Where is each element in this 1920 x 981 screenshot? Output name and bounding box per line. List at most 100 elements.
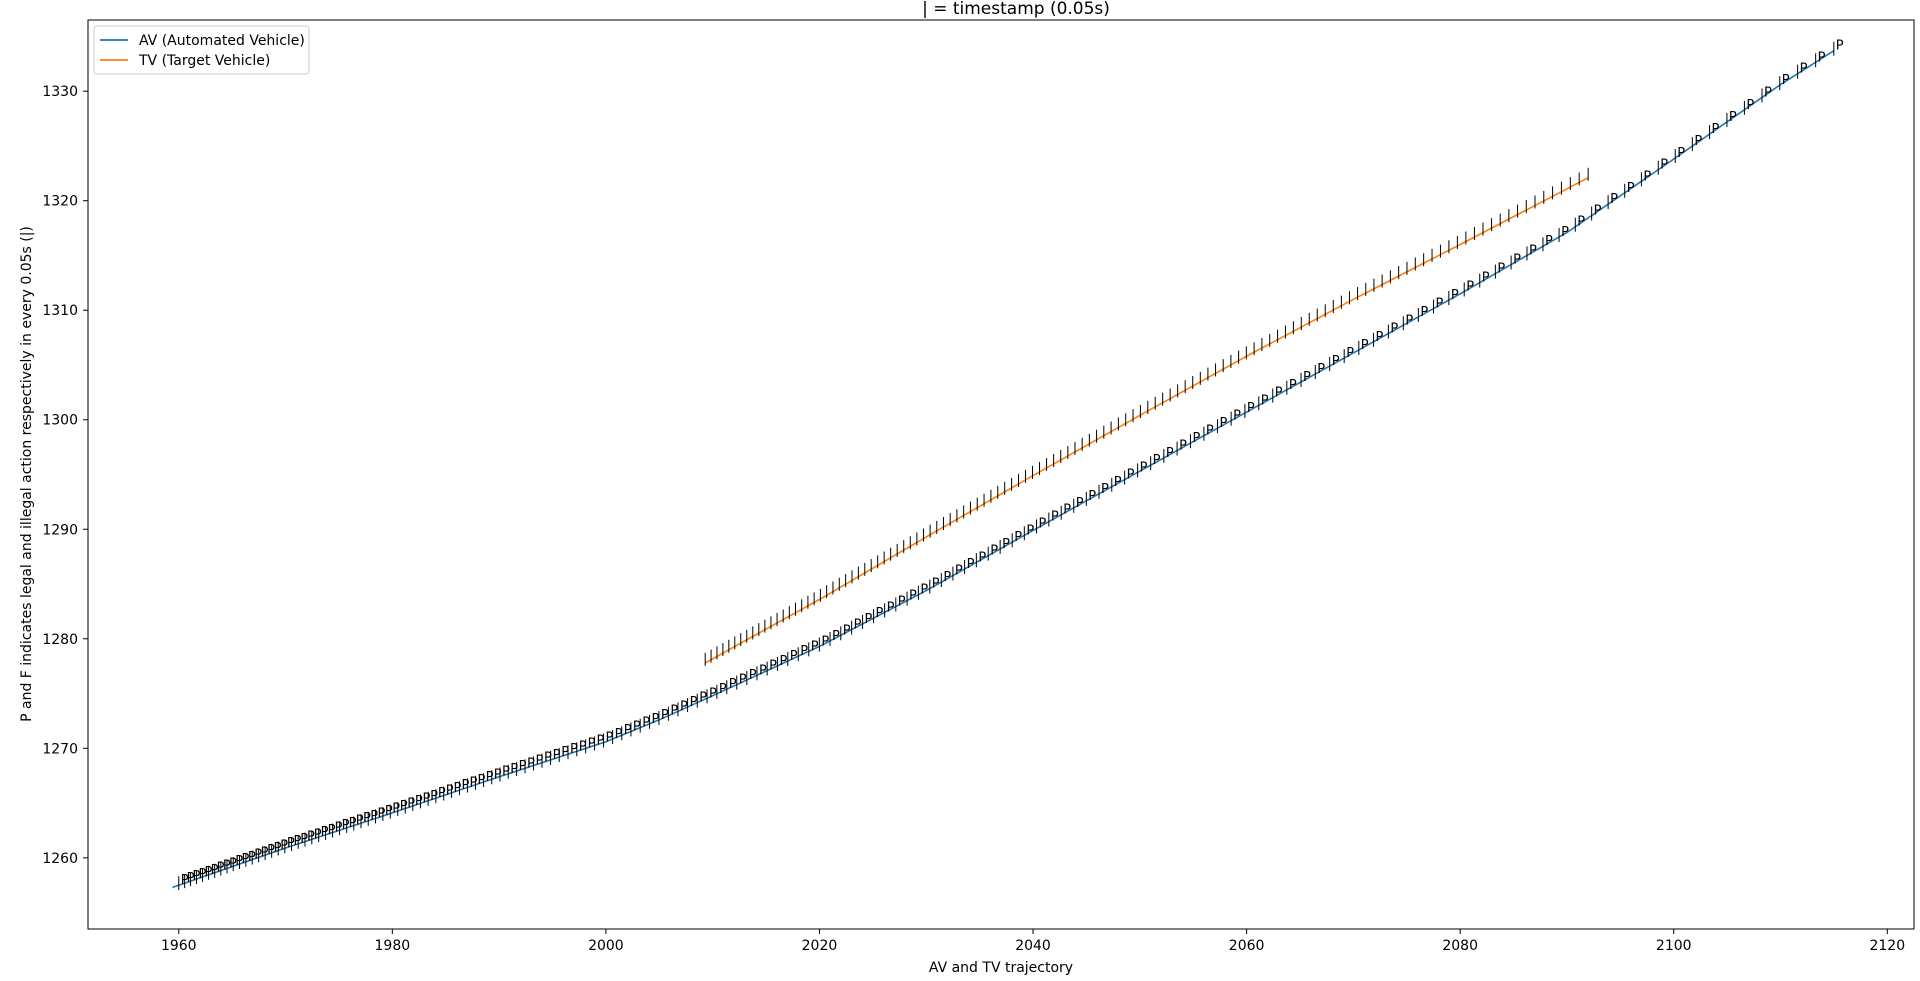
- x-tick-label: 2020: [802, 938, 838, 954]
- legal-action-label: P: [1303, 370, 1311, 385]
- legal-action-label: P: [1577, 215, 1585, 230]
- legal-action-label: P: [1166, 446, 1174, 461]
- legal-action-label: P: [749, 668, 757, 683]
- legal-action-label: P: [967, 557, 975, 572]
- legal-action-label: P: [1729, 110, 1737, 125]
- legal-action-label: P: [943, 570, 951, 585]
- legal-action-label: P: [1746, 98, 1754, 113]
- legal-action-label: P: [843, 623, 851, 638]
- legal-action-label: P: [909, 589, 917, 604]
- legal-action-label: P: [876, 606, 884, 621]
- legal-action-label: P: [561, 745, 569, 760]
- legal-action-label: P: [519, 759, 527, 774]
- legal-action-label: P: [990, 544, 998, 559]
- legal-action-label: P: [800, 644, 808, 659]
- legal-action-label: P: [1643, 169, 1651, 184]
- legal-action-label: P: [370, 809, 378, 824]
- legal-action-label: P: [1836, 39, 1844, 54]
- legal-action-label: P: [1179, 439, 1187, 454]
- legal-action-label: P: [680, 699, 688, 714]
- legal-action-label: P: [739, 673, 747, 688]
- legend-label-tv: TV (Target Vehicle): [138, 53, 270, 69]
- legal-action-label: P: [1346, 346, 1354, 361]
- legal-action-label: P: [1076, 496, 1084, 511]
- legal-action-label: P: [1451, 288, 1459, 303]
- legal-action-label: P: [461, 778, 469, 793]
- legal-action-label: P: [321, 825, 329, 840]
- legal-action-label: P: [328, 823, 336, 838]
- y-tick-label: 1320: [42, 194, 78, 210]
- legal-action-label: P: [759, 663, 767, 678]
- x-tick-label: 2120: [1869, 938, 1905, 954]
- legal-action-label: P: [1317, 362, 1325, 377]
- legal-action-label: P: [615, 727, 623, 742]
- legal-action-label: P: [642, 716, 650, 731]
- legal-action-label: P: [307, 830, 315, 845]
- legal-action-label: P: [978, 550, 986, 565]
- legal-action-label: P: [1376, 330, 1384, 345]
- legal-action-label: P: [469, 775, 477, 790]
- x-axis: 1960 1980 2000 2020 2040 2060 2080 2100 2120: [161, 929, 1905, 954]
- legal-action-label: P: [385, 804, 393, 819]
- legal-action-label: P: [342, 818, 350, 833]
- legal-action-label: P: [624, 723, 632, 738]
- legal-action-label: P: [392, 802, 400, 817]
- legal-action-label: P: [486, 770, 494, 785]
- legal-action-label: P: [1088, 489, 1096, 504]
- legal-action-label: P: [832, 629, 840, 644]
- legal-action-label: P: [1063, 503, 1071, 518]
- y-axis-label: P and F indicates legal and illegal acti…: [19, 226, 35, 722]
- legal-action-label: P: [1545, 234, 1553, 249]
- legal-action-label: P: [1764, 86, 1772, 101]
- legal-action-label: P: [1101, 482, 1109, 497]
- legal-action-label: P: [1361, 338, 1369, 353]
- legal-action-label: P: [553, 748, 561, 763]
- legal-action-label: P: [1127, 468, 1135, 483]
- legal-action-label: P: [790, 649, 798, 664]
- y-tick-label: 1300: [42, 413, 78, 429]
- legal-action-label: P: [274, 841, 282, 856]
- legal-action-label: P: [356, 814, 364, 829]
- legal-action-label: P: [779, 654, 787, 669]
- legal-action-label: P: [1014, 530, 1022, 545]
- legal-action-label: P: [494, 767, 502, 782]
- legal-action-label: P: [854, 618, 862, 633]
- x-tick-label: 2000: [588, 938, 624, 954]
- legal-action-label: P: [633, 719, 641, 734]
- legal-action-label: P: [1405, 313, 1413, 328]
- legal-action-label: P: [1332, 354, 1340, 369]
- legal-action-label: P: [349, 816, 357, 831]
- legal-action-label: P: [544, 751, 552, 766]
- legal-action-label: P: [719, 682, 727, 697]
- legal-action-label: P: [407, 797, 415, 812]
- legal-action-label: P: [1219, 416, 1227, 431]
- legal-action-label: P: [1482, 271, 1490, 286]
- series-line-tv: [704, 176, 1589, 664]
- legal-action-label: P: [267, 843, 275, 858]
- legal-action-label: P: [1026, 523, 1034, 538]
- legal-action-label: P: [769, 659, 777, 674]
- legal-action-label: P: [1610, 192, 1618, 207]
- legal-action-label: P: [570, 742, 578, 757]
- legal-action-label: P: [1513, 253, 1521, 268]
- legal-action-label: P: [535, 753, 543, 768]
- legal-action-label: P: [1561, 225, 1569, 240]
- series-line-av: [172, 50, 1835, 889]
- legal-action-label: P: [670, 704, 678, 719]
- legal-action-label: P: [898, 595, 906, 610]
- legal-action-label: P: [1594, 203, 1602, 218]
- legal-action-label: P: [1002, 537, 1010, 552]
- legal-action-label: P: [314, 827, 322, 842]
- legal-action-label: P: [527, 756, 535, 771]
- chart-title: | = timestamp (0.05s): [922, 0, 1110, 19]
- x-tick-label: 2060: [1229, 938, 1265, 954]
- series-layer: [172, 50, 1835, 889]
- legal-action-label: P: [300, 832, 308, 847]
- y-axis: 1260 1270 1280 1290 1300 1310 1320 1330: [42, 84, 88, 867]
- legal-action-label: P: [293, 834, 301, 849]
- legal-action-label: P: [502, 764, 510, 779]
- x-tick-label: 1960: [161, 938, 197, 954]
- legal-action-label: P: [1039, 516, 1047, 531]
